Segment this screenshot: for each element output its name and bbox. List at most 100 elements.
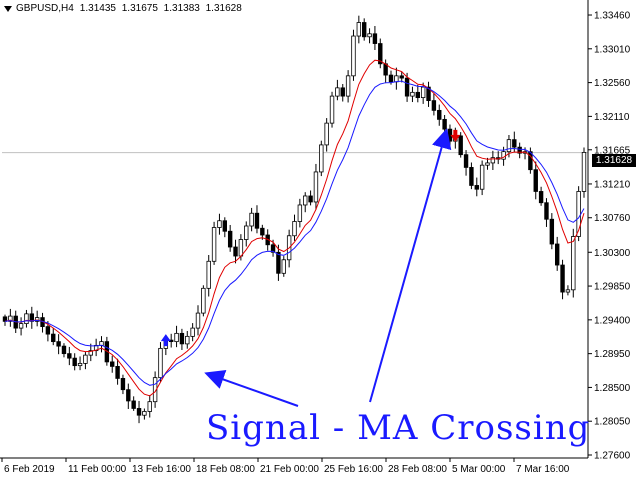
candle (281, 256, 286, 277)
candle (319, 140, 324, 177)
candle (190, 323, 195, 342)
x-tick-label: 11 Feb 00:00 (68, 464, 127, 475)
candle (120, 374, 126, 395)
ma-slow-line (4, 80, 585, 386)
candle (131, 396, 136, 411)
candle (442, 114, 447, 135)
ohlc-values: 1.31435 1.31675 1.31383 1.31628 (77, 3, 242, 14)
y-tick-label: 1.27600 (594, 450, 631, 461)
candle (474, 177, 479, 197)
y-tick-label: 1.31665 (594, 145, 631, 156)
current-price-label: 1.31628 (592, 154, 636, 167)
candle (77, 356, 83, 371)
x-tick-label: 18 Feb 08:00 (196, 464, 255, 475)
candle (142, 408, 147, 420)
moving-averages (4, 59, 585, 397)
candle (292, 214, 297, 241)
candle (8, 308, 13, 327)
candle (233, 239, 238, 264)
candle (152, 371, 158, 408)
y-tick-label: 1.31210 (594, 179, 631, 190)
candle (308, 190, 313, 206)
candle (93, 338, 99, 357)
candle (254, 205, 260, 234)
candle (549, 213, 555, 250)
candle (404, 72, 410, 102)
open-value: 1.31435 (79, 3, 116, 14)
candle (565, 285, 571, 296)
axes: 1.33460 1.33010 1.32560 1.32110 1.31665 1.312… (0, 0, 631, 475)
candle (88, 343, 93, 362)
candle (463, 150, 469, 176)
candle (340, 84, 345, 102)
candle (361, 18, 367, 41)
candle (29, 306, 35, 329)
candle (458, 132, 463, 158)
y-tick-label: 1.29400 (594, 315, 631, 326)
candle (394, 67, 399, 90)
symbol-label: GBPUSD,H4 (16, 3, 74, 14)
candle (410, 86, 415, 103)
candle (437, 104, 442, 126)
candle (415, 84, 421, 103)
candle (99, 336, 104, 353)
y-tick-label: 1.33010 (594, 44, 631, 55)
candle (335, 79, 340, 101)
candle (351, 29, 356, 81)
candle (222, 217, 228, 238)
symbol-header: GBPUSD,H4 1.31435 1.31675 1.31383 1.3162… (4, 3, 242, 14)
candle (485, 157, 490, 170)
candle (174, 325, 179, 348)
candle (533, 161, 538, 200)
candle (544, 198, 549, 227)
candle (211, 221, 217, 265)
candle (479, 160, 485, 196)
candle (297, 198, 303, 228)
candle (18, 317, 24, 336)
annotation-caption: Signal - MA Crossing (206, 408, 591, 448)
y-tick-label: 1.29850 (594, 282, 631, 293)
y-tick-label: 1.32560 (594, 78, 631, 89)
candle (431, 93, 437, 116)
candle (276, 244, 281, 281)
candle (329, 91, 335, 128)
candle (496, 151, 501, 165)
candle (378, 38, 383, 69)
triangle-down-icon[interactable] (4, 5, 12, 12)
candle (24, 309, 29, 328)
close-value: 1.31628 (205, 3, 242, 14)
candle (56, 334, 61, 355)
candle (372, 26, 378, 51)
candle (158, 342, 163, 382)
y-tick-label: 1.33460 (594, 11, 631, 22)
candle (356, 15, 362, 44)
candle (554, 236, 560, 271)
candle (324, 118, 329, 152)
candle (83, 352, 88, 370)
candle (40, 312, 45, 333)
candle (72, 353, 77, 371)
candle (61, 343, 67, 358)
y-tick-label: 1.30300 (594, 248, 631, 259)
arrow-down-icon (450, 129, 461, 142)
low-value: 1.31383 (163, 3, 200, 14)
candle (67, 346, 72, 366)
ma-fast-line (4, 59, 585, 397)
y-tick-label: 1.28950 (594, 349, 631, 360)
candle (147, 394, 152, 418)
candle (206, 255, 211, 297)
candle (2, 314, 8, 326)
candle (217, 213, 222, 235)
candle (195, 305, 201, 336)
x-tick-label: 13 Feb 16:00 (132, 464, 191, 475)
candle (517, 142, 522, 159)
pointer-arrow-buy (204, 369, 299, 407)
candle (136, 400, 142, 424)
candle (560, 259, 565, 300)
annotation-pointers (204, 128, 452, 407)
x-tick-label: 6 Feb 2019 (4, 464, 55, 475)
candle (179, 328, 185, 350)
candle (426, 81, 431, 107)
